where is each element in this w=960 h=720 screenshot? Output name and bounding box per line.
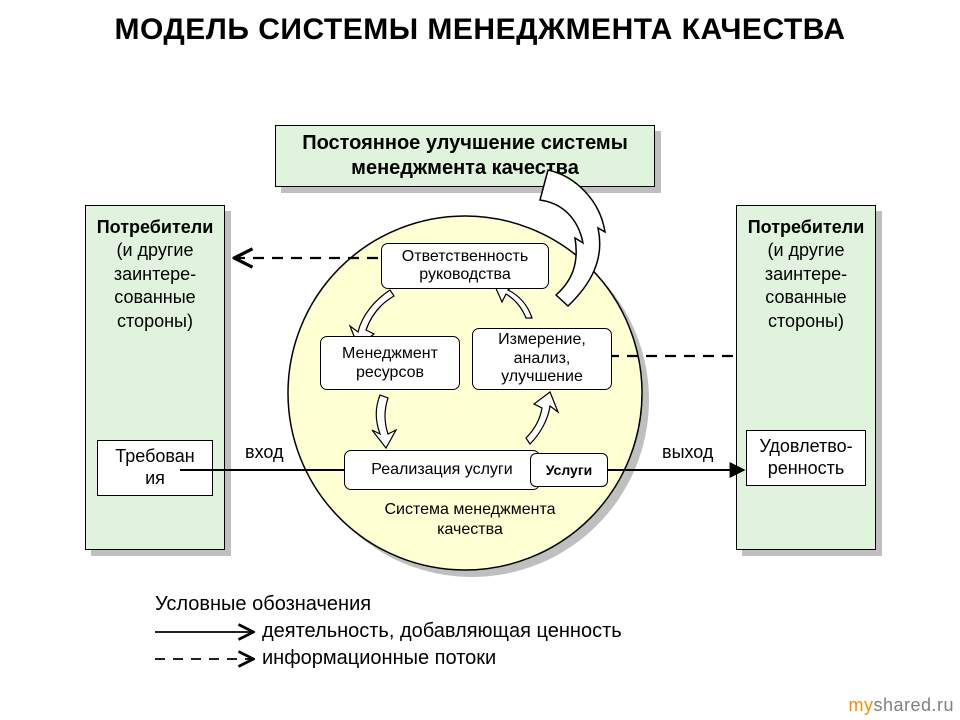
left-box-l3: сованные <box>114 286 195 309</box>
legend-dashed: информационные потоки <box>262 647 496 670</box>
left-box-title: Потребители <box>97 216 214 239</box>
left-box-l2: заинтере- <box>114 263 196 286</box>
satisfaction-box: Удовлетво- ренность <box>746 430 866 486</box>
right-box-l1: (и другие <box>768 239 845 262</box>
watermark: myshared.ru <box>848 695 954 716</box>
right-consumers-box: Потребители (и другие заинтере- сованные… <box>736 205 876 550</box>
slide: МОДЕЛЬ СИСТЕМЫ МЕНЕДЖМЕНТА КАЧЕСТВА Пост… <box>0 0 960 720</box>
node-realization: Реализация услуги <box>344 450 540 490</box>
node-services: Услуги <box>530 453 608 487</box>
slide-title: МОДЕЛЬ СИСТЕМЫ МЕНЕДЖМЕНТА КАЧЕСТВА <box>0 12 960 48</box>
legend-solid: деятельность, добавляющая ценность <box>262 620 622 643</box>
left-box-l1: (и другие <box>117 239 194 262</box>
top-box-line2: менеджмента качества <box>351 156 579 181</box>
node-responsibility: Ответственность руководства <box>381 243 549 289</box>
top-box-line1: Постоянное улучшение системы <box>302 131 628 156</box>
legend-title: Условные обозначения <box>155 593 371 616</box>
requirements-box: Требован ия <box>97 440 213 496</box>
label-output: выход <box>662 442 713 463</box>
circle-label: Система менеджмента качества <box>360 500 580 540</box>
node-measurement: Измерение, анализ, улучшение <box>472 328 612 390</box>
right-box-l4: стороны) <box>768 310 844 333</box>
left-box-l4: стороны) <box>117 310 193 333</box>
right-box-title: Потребители <box>748 216 865 239</box>
node-resources: Менеджмент ресурсов <box>320 336 460 390</box>
left-consumers-box: Потребители (и другие заинтере- сованные… <box>85 205 225 550</box>
top-improvement-box: Постоянное улучшение системы менеджмента… <box>275 125 655 187</box>
right-box-l3: сованные <box>765 286 846 309</box>
label-input: вход <box>245 442 283 463</box>
right-box-l2: заинтере- <box>765 263 847 286</box>
